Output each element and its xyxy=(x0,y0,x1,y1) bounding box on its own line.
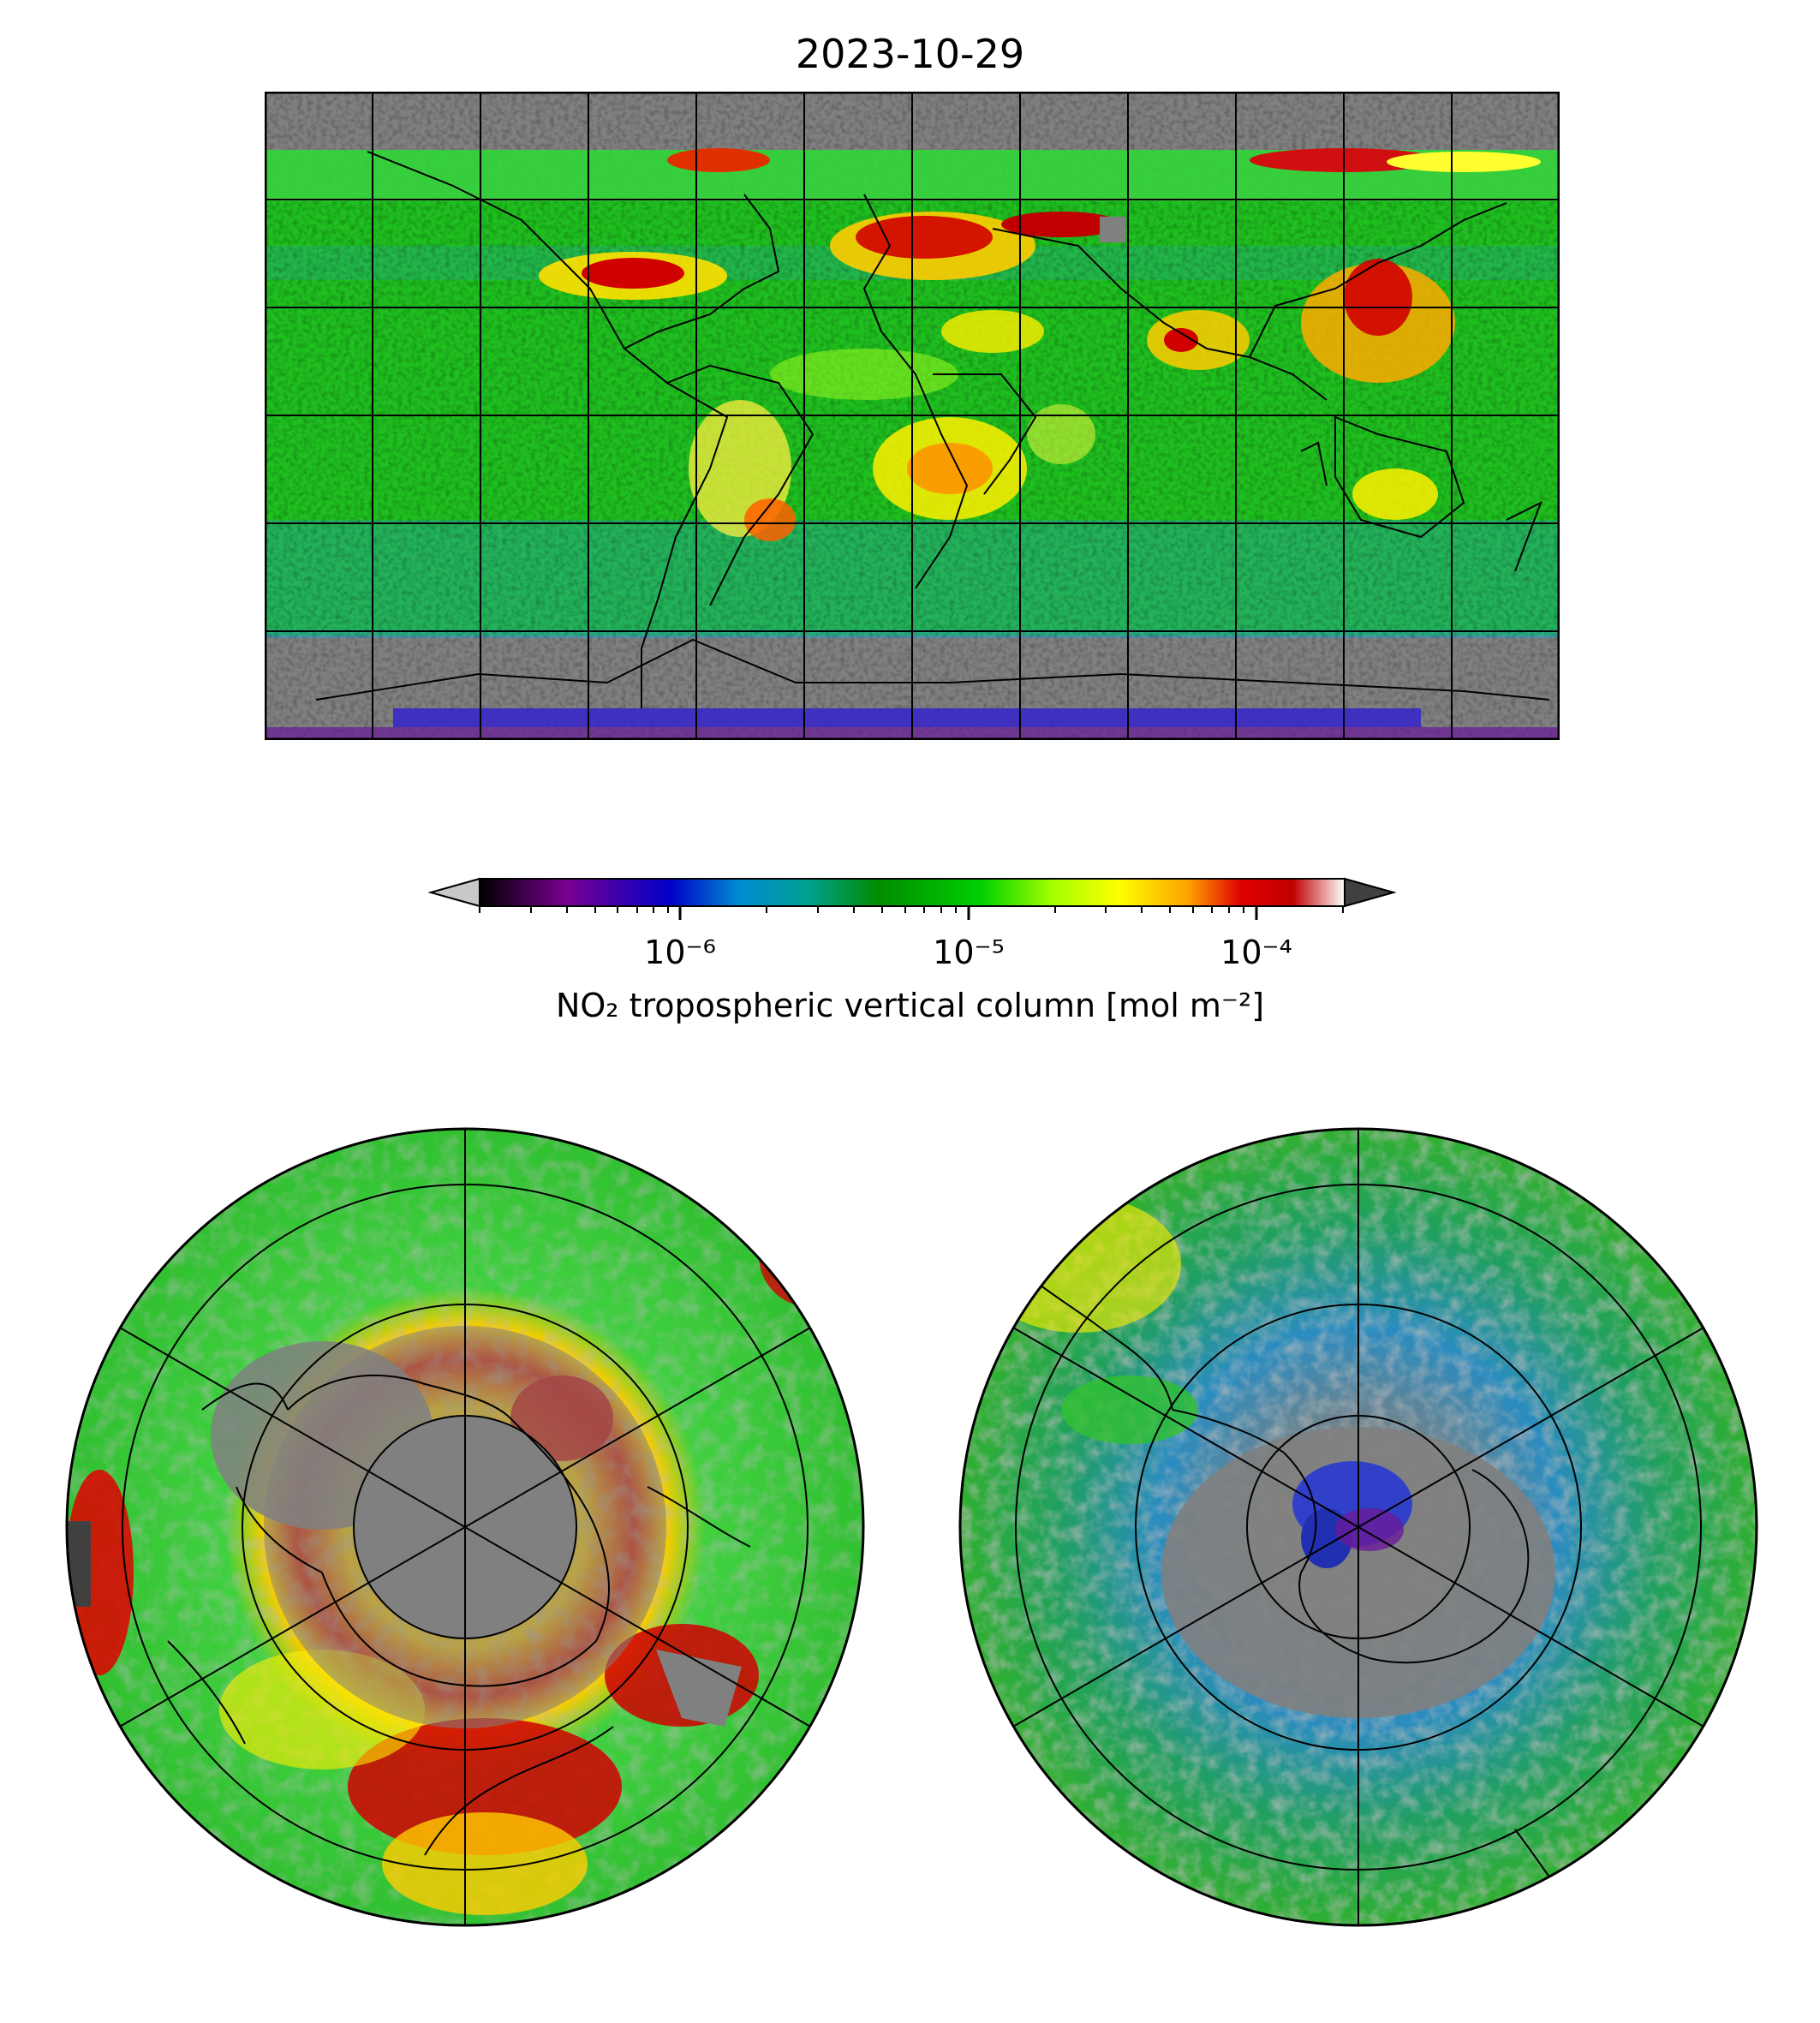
colorbar-tick-label: 10⁻⁶ xyxy=(644,934,716,971)
plot-title: 2023-10-29 xyxy=(795,31,1025,77)
south-polar-map xyxy=(958,1127,1759,1928)
colorbar-tick-label: 10⁻⁴ xyxy=(1220,934,1292,971)
colorbar-tick-label: 10⁻⁵ xyxy=(933,934,1005,971)
colorbar xyxy=(428,865,1396,934)
colorbar-label: NO₂ tropospheric vertical column [mol m⁻… xyxy=(555,987,1265,1024)
global-map xyxy=(265,92,1560,740)
north-polar-map xyxy=(65,1127,866,1928)
